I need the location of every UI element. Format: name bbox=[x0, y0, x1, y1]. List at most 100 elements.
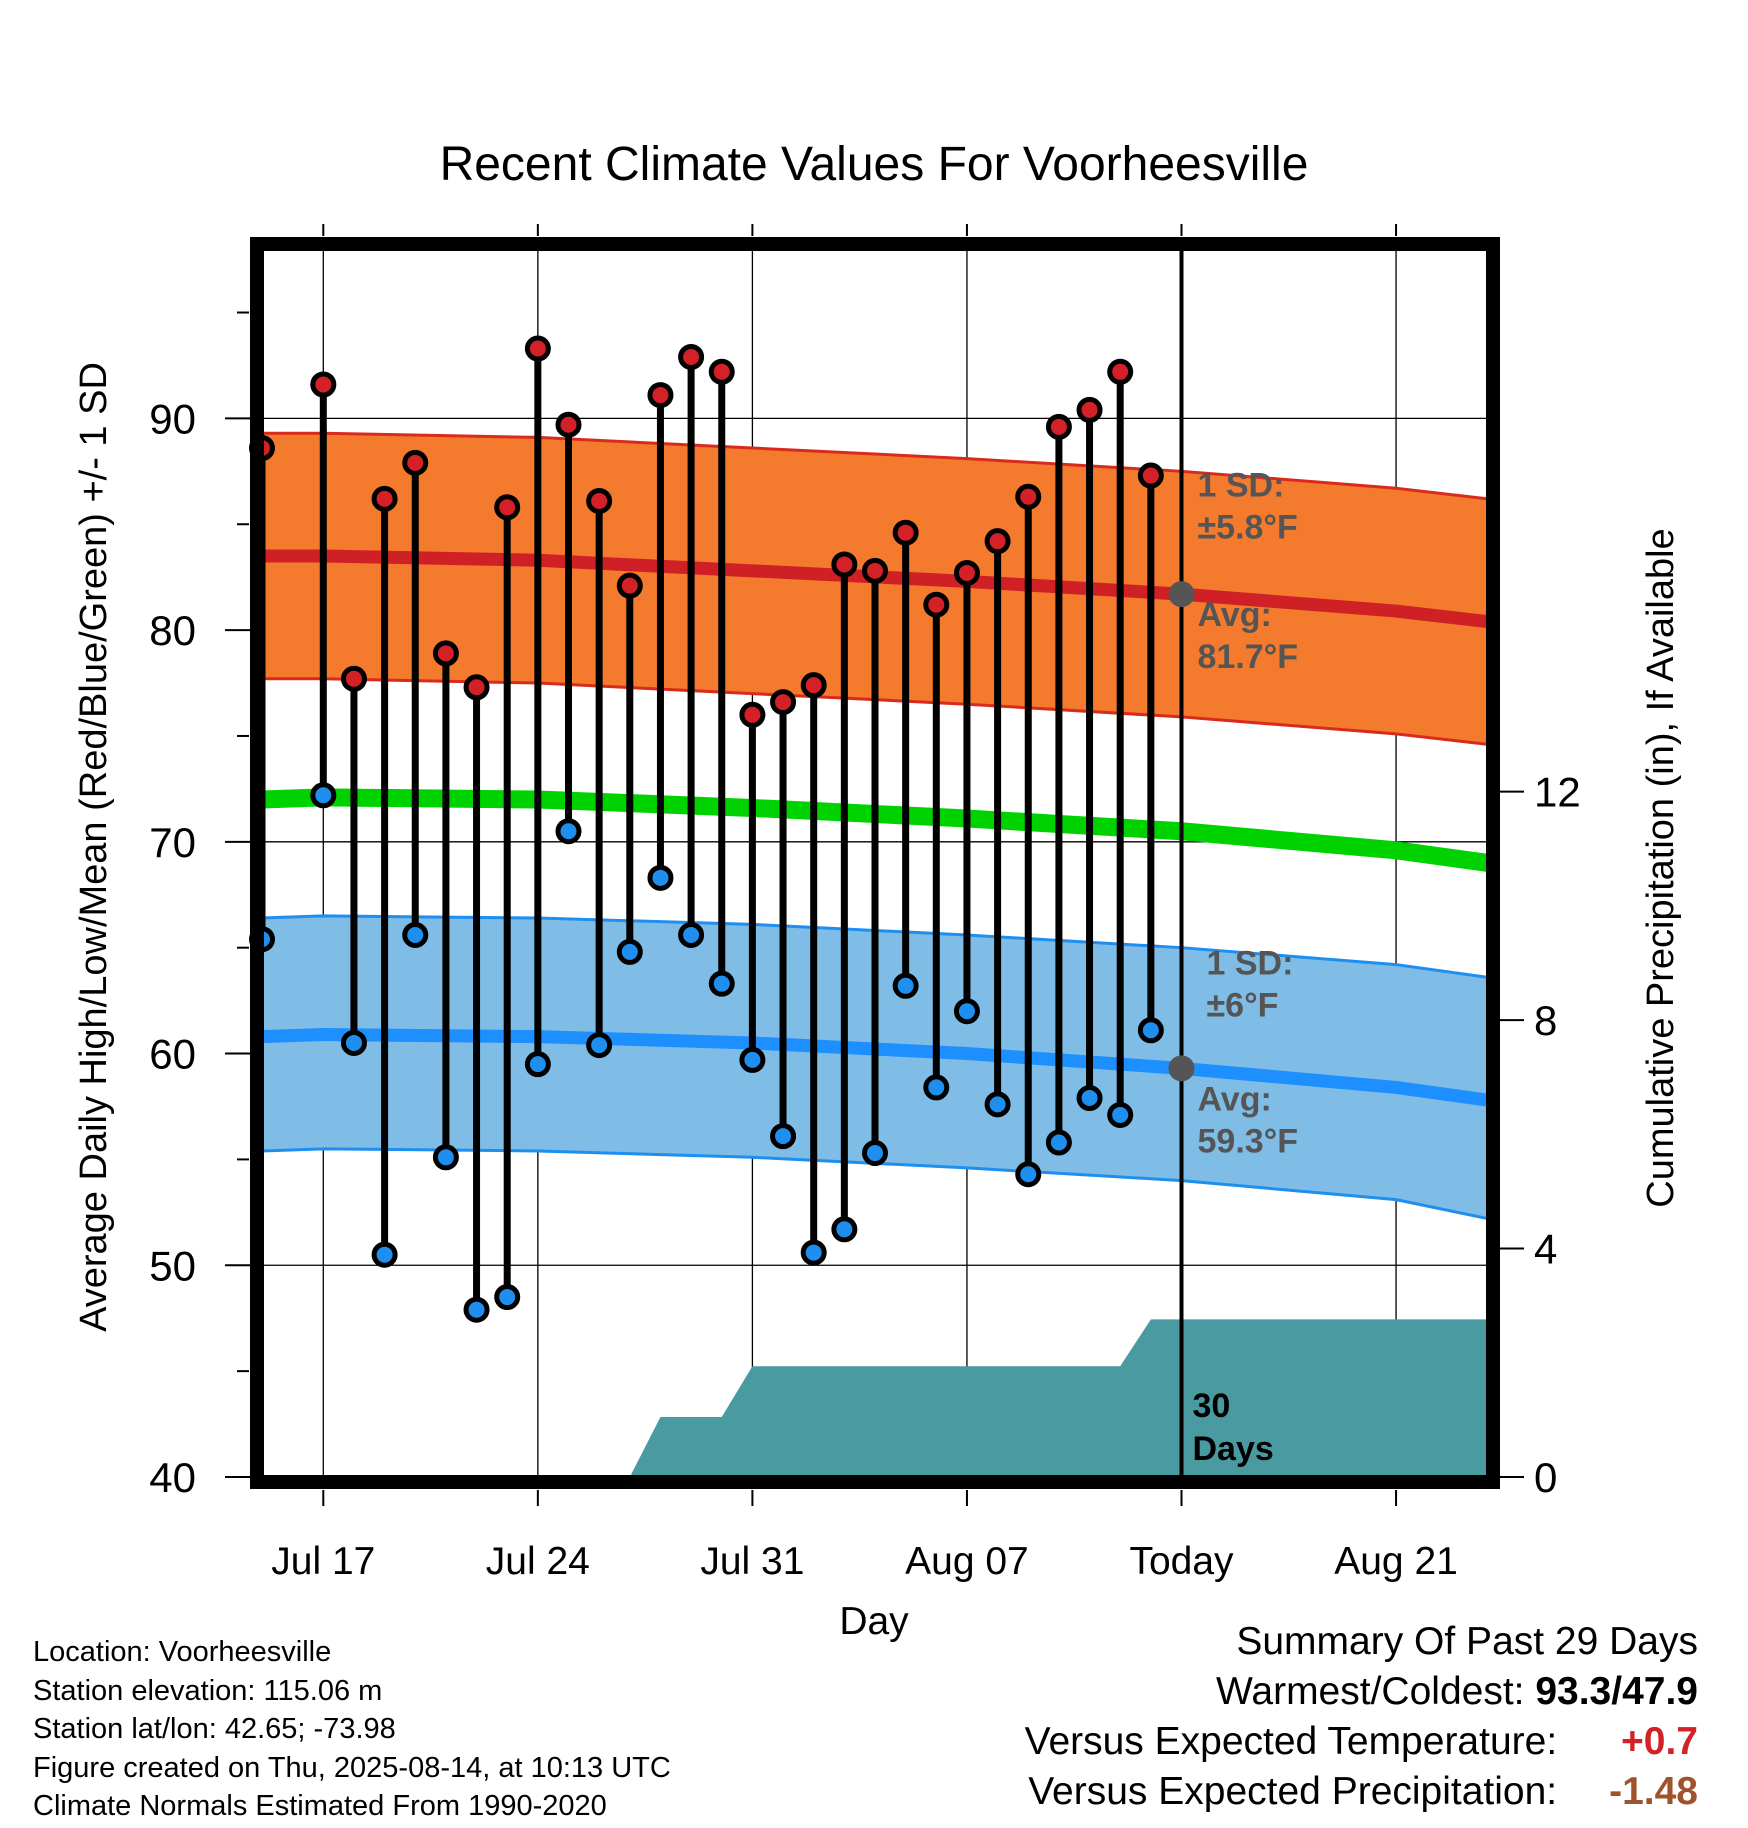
today-high-marker bbox=[1168, 581, 1195, 608]
plot-frame bbox=[250, 237, 1500, 1489]
daily-high-marker bbox=[892, 519, 919, 546]
daily-high-marker bbox=[463, 674, 490, 701]
daily-high-marker bbox=[340, 665, 367, 692]
daily-low-marker bbox=[1076, 1085, 1103, 1112]
daily-low-marker bbox=[678, 921, 705, 948]
daily-high-marker bbox=[494, 494, 521, 521]
daily-low-marker bbox=[647, 864, 674, 891]
y2-tick-label: 4 bbox=[1534, 1226, 1557, 1273]
daily-high-marker bbox=[1045, 413, 1072, 440]
plot-area: 1 SD: ±5.8°F Avg: 81.7°F 1 SD: ±6°F Avg: 59.3°F… bbox=[262, 249, 1488, 1477]
daily-high-marker bbox=[708, 358, 735, 385]
daily-low-marker bbox=[555, 818, 582, 845]
daily-high-marker bbox=[524, 335, 551, 362]
daily-low-marker bbox=[831, 1216, 858, 1243]
y-tick-label: 70 bbox=[149, 819, 196, 866]
daily-high-marker bbox=[1076, 396, 1103, 423]
high-avg-label-1: Avg: bbox=[1198, 596, 1272, 634]
low-sd-label-2: ±6°F bbox=[1207, 987, 1279, 1025]
x-tick-label: Jul 17 bbox=[271, 1540, 375, 1583]
daily-low-marker bbox=[892, 972, 919, 999]
precip-area bbox=[262, 1319, 1488, 1477]
warmest-label: Warmest/Coldest: bbox=[1216, 1670, 1525, 1713]
daily-high-marker bbox=[371, 485, 398, 512]
daily-high-marker bbox=[862, 557, 888, 584]
daily-low-marker bbox=[494, 1284, 521, 1311]
elevation-text: Station elevation: 115.06 m bbox=[33, 1674, 383, 1707]
precip-anomaly-label: Versus Expected Precipitation: bbox=[1028, 1770, 1558, 1813]
y-axis-label: Average Daily High/Low/Mean (Red/Blue/Gr… bbox=[73, 362, 115, 1332]
daily-low-marker bbox=[984, 1091, 1011, 1118]
daily-high-marker bbox=[432, 640, 459, 667]
daily-low-marker bbox=[953, 998, 980, 1025]
normals-text: Climate Normals Estimated From 1990-2020 bbox=[33, 1790, 607, 1822]
summary-heading: Summary Of Past 29 Days bbox=[1236, 1620, 1698, 1663]
daily-low-marker bbox=[310, 782, 337, 809]
daily-low-marker bbox=[739, 1046, 766, 1073]
x-tick-label: Jul 24 bbox=[486, 1540, 590, 1583]
normal-high-line bbox=[262, 549, 1488, 629]
y2-tick-label: 8 bbox=[1534, 997, 1557, 1044]
daily-high-marker bbox=[953, 559, 980, 586]
daily-low-marker bbox=[371, 1241, 398, 1268]
daily-high-marker bbox=[984, 528, 1011, 555]
daily-low-marker bbox=[1015, 1161, 1042, 1188]
days-label-2: Days bbox=[1193, 1430, 1274, 1468]
low-sd-lower-line bbox=[262, 1147, 1488, 1221]
precip-anomaly-value: -1.48 bbox=[1609, 1770, 1698, 1813]
daily-low-marker bbox=[432, 1144, 459, 1171]
daily-low-marker bbox=[1137, 1017, 1164, 1044]
station-info: Location: Voorheesville Station elevatio… bbox=[33, 1633, 671, 1826]
normal-mean-line bbox=[262, 788, 1488, 872]
daily-low-marker bbox=[340, 1029, 367, 1056]
y-tick-label: 80 bbox=[149, 607, 196, 654]
y-tick-label: 90 bbox=[149, 395, 196, 442]
daily-high-marker bbox=[739, 701, 766, 728]
daily-low-marker bbox=[923, 1074, 950, 1101]
warmest-value: 93.3/47.9 bbox=[1535, 1670, 1698, 1713]
x-tick-label: Aug 07 bbox=[905, 1540, 1029, 1583]
chart-title: Recent Climate Values For Voorheesville bbox=[440, 138, 1309, 191]
daily-high-marker bbox=[402, 449, 429, 476]
low-avg-label-1: Avg: bbox=[1198, 1080, 1272, 1118]
daily-high-marker bbox=[800, 672, 827, 699]
daily-low-marker bbox=[616, 938, 643, 965]
location-text: Location: Voorheesville bbox=[33, 1636, 332, 1668]
daily-low-marker bbox=[1107, 1101, 1134, 1128]
summary-warmest-row: Warmest/Coldest: 93.3/47.9 bbox=[798, 1667, 1698, 1717]
daily-high-marker bbox=[1015, 483, 1042, 510]
daily-high-marker bbox=[831, 551, 858, 578]
x-tick-label: Jul 31 bbox=[700, 1540, 804, 1583]
y-tick-label: 50 bbox=[149, 1242, 196, 1289]
days-label-1: 30 bbox=[1193, 1387, 1231, 1425]
daily-high-marker bbox=[586, 487, 613, 514]
x-tick-label: Today bbox=[1129, 1540, 1234, 1583]
y-tick-label: 60 bbox=[149, 1031, 196, 1078]
y2-tick-label: 12 bbox=[1534, 769, 1581, 816]
y2-tick-label: 0 bbox=[1534, 1454, 1557, 1501]
temp-anomaly-value: +0.7 bbox=[1621, 1720, 1698, 1763]
x-axis-label: Day bbox=[839, 1600, 909, 1643]
high-sd-label-1: 1 SD: bbox=[1198, 466, 1285, 504]
daily-high-marker bbox=[616, 572, 643, 599]
summary-temp-row: Versus Expected Temperature: +0.7 bbox=[798, 1717, 1698, 1767]
daily-low-marker bbox=[708, 970, 735, 997]
latlon-text: Station lat/lon: 42.65; -73.98 bbox=[33, 1713, 396, 1745]
daily-low-marker bbox=[463, 1296, 490, 1323]
y2-axis-label: Cumulative Precipitation (in), If Availa… bbox=[1640, 528, 1682, 1207]
daily-low-marker bbox=[1045, 1129, 1072, 1156]
daily-low-marker bbox=[524, 1051, 551, 1078]
temp-anomaly-label: Versus Expected Temperature: bbox=[1024, 1720, 1558, 1763]
summary-panel: Summary Of Past 29 Days Warmest/Coldest:… bbox=[798, 1617, 1698, 1817]
daily-high-marker bbox=[923, 591, 950, 618]
daily-high-marker bbox=[310, 371, 337, 398]
summary-precip-row: Versus Expected Precipitation: -1.48 bbox=[798, 1767, 1698, 1817]
daily-low-marker bbox=[770, 1123, 797, 1150]
daily-low-marker bbox=[862, 1140, 888, 1167]
daily-high-marker bbox=[678, 343, 705, 370]
daily-low-marker bbox=[800, 1239, 827, 1266]
x-tick-label: Aug 21 bbox=[1334, 1540, 1458, 1583]
low-avg-label-2: 59.3°F bbox=[1198, 1122, 1299, 1160]
created-text: Figure created on Thu, 2025-08-14, at 10… bbox=[33, 1751, 671, 1784]
